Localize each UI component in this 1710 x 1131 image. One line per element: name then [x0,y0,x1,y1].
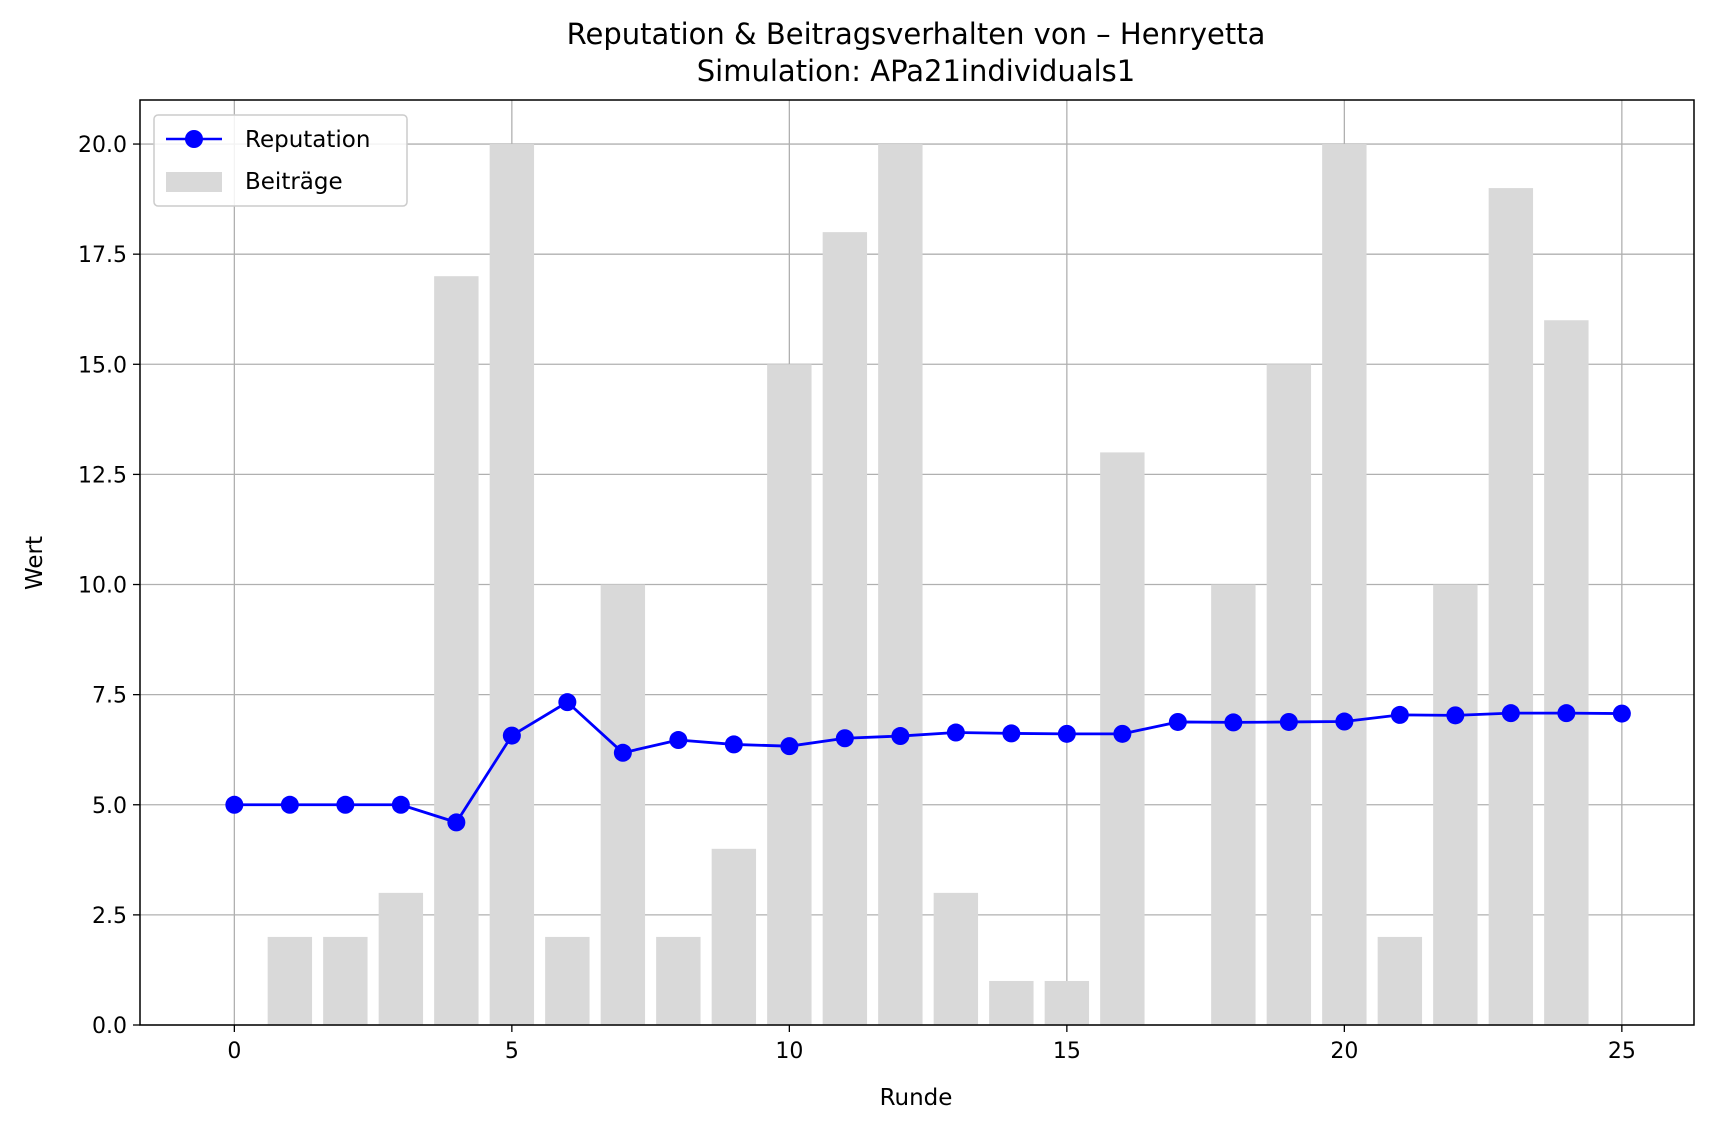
reputation-point [502,726,521,745]
x-tick-label: 25 [1608,1039,1636,1064]
axis-ticks: 0 5 10 15 20 25 0.0 2.5 5.0 7.5 10.0 12.5 15.0 17.5 20… [78,133,1636,1064]
reputation-point [669,731,688,750]
contribution-bar [656,936,701,1025]
reputation-point [724,735,743,754]
reputation-point [835,729,854,748]
contribution-bar [1211,584,1256,1025]
chart-subtitle: Simulation: APa21individuals1 [697,54,1135,88]
plot-area [139,99,1695,1026]
x-tick-label: 15 [1053,1039,1081,1064]
y-tick-label: 12.5 [78,463,127,488]
reputation-point [1557,704,1576,723]
reputation-point [1113,724,1132,743]
contribution-bar [989,980,1034,1025]
contribution-bar [822,232,868,1026]
y-tick-label: 0.0 [92,1014,127,1039]
contribution-bar [378,892,424,1025]
contribution-bar [434,276,479,1025]
contribution-bar [878,144,923,1026]
reputation-point [1612,704,1631,723]
legend-contribution-swatch [166,172,222,192]
contribution-bar [1044,980,1090,1025]
reputation-point [613,743,632,762]
x-tick-label: 5 [505,1039,519,1064]
reputation-point [1224,713,1243,732]
reputation-point [1390,705,1409,724]
reputation-line [225,693,1631,832]
reputation-point [1501,704,1520,723]
contribution-bars [267,144,1589,1026]
contribution-bar [1488,188,1534,1026]
y-tick-label: 5.0 [92,794,127,819]
contribution-bar [933,892,979,1025]
x-axis-label: Runde [880,1085,953,1111]
legend-contribution-label: Beiträge [245,169,343,195]
contribution-bar [1322,144,1367,1026]
legend-reputation-marker [185,130,203,148]
y-tick-label: 20.0 [78,133,127,158]
reputation-point [391,795,410,814]
reputation-point [447,813,466,832]
contribution-bar [711,848,757,1025]
plot-frame [139,99,1695,1026]
reputation-point [946,723,965,742]
y-tick-label: 2.5 [92,904,127,929]
x-tick-label: 10 [775,1039,803,1064]
x-tick-label: 0 [227,1039,241,1064]
reputation-point [1335,712,1354,731]
contribution-bar [767,364,812,1025]
x-tick-label: 20 [1330,1039,1358,1064]
contribution-bar [1377,936,1423,1025]
reputation-point [1279,712,1298,731]
reputation-point [1168,712,1187,731]
y-axis-label: Wert [22,536,48,590]
legend: Reputation Beiträge [153,114,408,207]
y-tick-label: 15.0 [78,353,127,378]
reputation-point [1002,724,1021,743]
reputation-polyline [234,700,1622,824]
reputation-point [780,737,799,756]
contribution-bar [1433,584,1478,1025]
y-tick-label: 7.5 [92,684,127,709]
contribution-bar [600,584,646,1025]
reputation-point [336,795,355,814]
reputation-point [1057,724,1076,743]
contribution-bar [1544,320,1589,1025]
chart-title: Reputation & Beitragsverhalten von – Hen… [567,17,1266,51]
reputation-point [558,693,577,712]
reputation-point [1446,706,1465,725]
contribution-bar [267,936,313,1025]
legend-reputation-label: Reputation [245,127,370,153]
y-tick-label: 17.5 [78,243,127,268]
reputation-point [891,727,910,746]
reputation-point [280,795,299,814]
contribution-bar [545,936,590,1025]
contribution-bar [489,144,535,1026]
reputation-point [225,795,244,814]
y-tick-label: 10.0 [78,574,127,599]
contribution-bar [1266,364,1312,1025]
contribution-bar [323,936,368,1025]
